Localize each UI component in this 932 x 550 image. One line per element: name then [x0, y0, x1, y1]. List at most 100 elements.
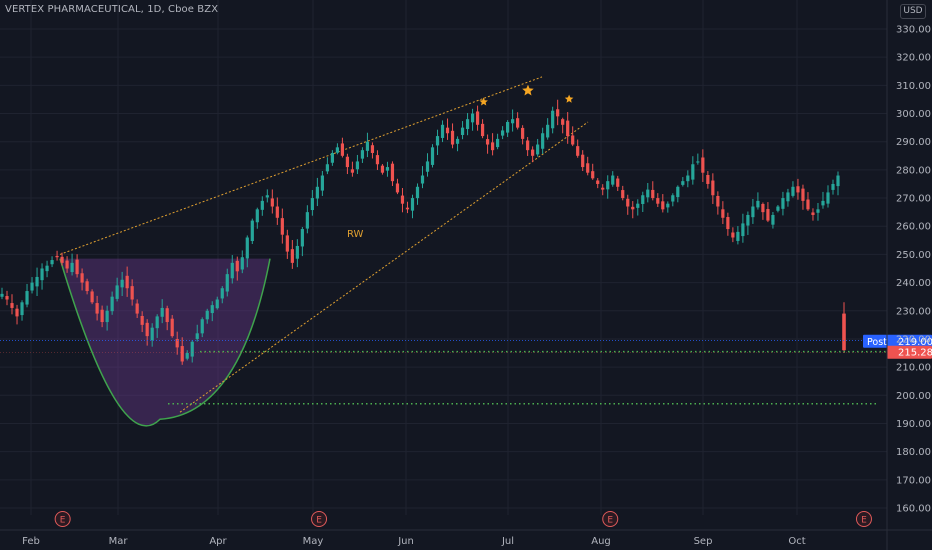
- candle-body: [591, 171, 595, 179]
- candle-body: [826, 192, 830, 204]
- candle-body: [631, 206, 635, 210]
- candle-body: [130, 286, 134, 300]
- candle-body: [771, 214, 775, 225]
- candle-body: [360, 150, 365, 159]
- price-tick-label: 290.00: [896, 137, 931, 148]
- chart-title: VERTEX PHARMACEUTICAL, 1D, Cboe BZX: [5, 4, 219, 15]
- candle-body: [290, 249, 294, 263]
- post-market-label: Post: [867, 337, 887, 348]
- price-tick-label: 180.00: [896, 447, 931, 458]
- wedge-label: RW: [347, 229, 364, 240]
- candle-body: [566, 120, 570, 137]
- candle-body: [280, 218, 284, 235]
- candle-body: [285, 235, 289, 252]
- candle-body: [706, 174, 710, 184]
- candle-body: [776, 206, 780, 211]
- candle-body: [526, 140, 530, 151]
- candle-body: [355, 161, 360, 170]
- candle-body: [551, 110, 555, 129]
- candle-body: [611, 175, 615, 185]
- candle-body: [80, 273, 84, 283]
- candle-body: [606, 181, 610, 190]
- candle-body: [721, 209, 725, 218]
- candle-body: [786, 192, 790, 202]
- candle-body: [170, 318, 174, 337]
- last-price-value: 215.28: [898, 348, 932, 359]
- candle-body: [616, 178, 620, 187]
- last-price-badge: [887, 345, 932, 359]
- candle-body: [766, 209, 770, 221]
- candle-body: [816, 209, 820, 213]
- candle-body: [546, 124, 550, 138]
- earnings-marker-label: E: [316, 516, 322, 526]
- candle-body: [60, 256, 64, 263]
- candle-body: [506, 121, 510, 133]
- time-tick-label: Jul: [501, 536, 514, 547]
- candle-body: [490, 142, 495, 151]
- candle-body: [270, 198, 274, 207]
- candle-body: [45, 265, 49, 272]
- candle-body: [5, 296, 9, 300]
- candle-body: [736, 231, 740, 241]
- candle-body: [35, 276, 39, 287]
- price-tick-label: 310.00: [896, 81, 931, 92]
- earnings-marker: [54, 511, 71, 527]
- cup-curve: [59, 258, 271, 427]
- price-tick-label: 330.00: [896, 25, 931, 36]
- candle-body: [716, 195, 720, 207]
- candle-body: [676, 186, 680, 198]
- candle-body: [255, 209, 259, 223]
- candle-body: [165, 308, 169, 323]
- candle-body: [751, 206, 755, 218]
- time-tick-label: Aug: [591, 536, 611, 547]
- candle-body: [180, 346, 184, 362]
- price-axis[interactable]: 160.00 170.00 180.00 190.00 200.00 210.00 220.…: [886, 0, 931, 550]
- time-tick-label: Oct: [788, 536, 805, 547]
- grid: [0, 0, 887, 515]
- candle-body: [470, 113, 475, 123]
- candle-body: [756, 200, 760, 208]
- candle-body: [671, 195, 675, 202]
- candle-body: [115, 285, 119, 299]
- candle-body: [521, 127, 525, 139]
- candle-body: [380, 165, 385, 173]
- candle-body: [646, 189, 650, 198]
- candle-body: [260, 200, 264, 210]
- currency-selector[interactable]: USD: [900, 4, 926, 19]
- candle-body: [120, 279, 124, 288]
- candle-body: [30, 282, 34, 291]
- candle-body: [40, 268, 44, 281]
- candle-body: [190, 341, 194, 357]
- candle-body: [140, 315, 144, 325]
- candle-body: [15, 308, 19, 317]
- candle-body: [235, 260, 239, 272]
- earnings-marker: [855, 511, 872, 527]
- price-tick-label: 170.00: [896, 475, 931, 486]
- candle-body: [265, 195, 269, 198]
- time-tick-label: Sep: [694, 536, 713, 547]
- candle-body: [390, 163, 395, 182]
- candle-body: [110, 296, 114, 312]
- candle-body: [711, 180, 715, 196]
- candle-body: [385, 167, 390, 171]
- candle-body: [310, 198, 314, 211]
- candle-body: [435, 136, 440, 146]
- candle-body: [511, 119, 515, 124]
- time-axis[interactable]: Feb Mar Apr May Jun Jul Aug Sep Oct E E E E: [0, 511, 932, 548]
- price-tick-label: 210.00: [896, 363, 931, 374]
- candle-body: [636, 203, 640, 208]
- candle-body: [395, 183, 400, 193]
- candle-body: [215, 299, 219, 309]
- candle-body: [70, 262, 74, 273]
- earnings-marker: [311, 511, 328, 527]
- candle-body: [275, 206, 279, 218]
- peak-star-icon: [479, 97, 488, 106]
- candle-body: [0, 293, 4, 297]
- candle-body: [571, 135, 575, 145]
- candle-body: [541, 133, 545, 149]
- candle-body: [155, 316, 159, 329]
- candle-body: [741, 223, 745, 237]
- price-tick-label: 270.00: [896, 194, 931, 205]
